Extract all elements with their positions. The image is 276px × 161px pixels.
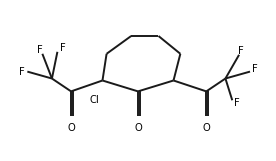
Text: F: F xyxy=(233,98,239,108)
Text: Cl: Cl xyxy=(90,95,100,105)
Text: O: O xyxy=(67,123,75,133)
Text: F: F xyxy=(60,43,66,53)
Text: F: F xyxy=(19,67,25,77)
Text: F: F xyxy=(238,46,243,56)
Text: O: O xyxy=(202,123,210,133)
Text: O: O xyxy=(134,123,142,133)
Text: F: F xyxy=(37,45,43,55)
Text: F: F xyxy=(252,64,258,74)
